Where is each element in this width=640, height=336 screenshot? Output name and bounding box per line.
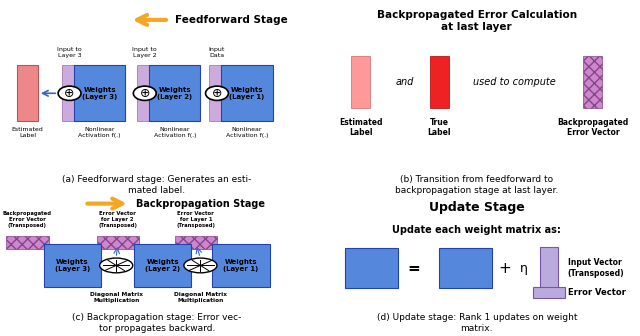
FancyBboxPatch shape (533, 287, 564, 298)
Text: η: η (520, 262, 528, 275)
Text: True
Label: True Label (428, 118, 451, 137)
Text: ⊕: ⊕ (64, 87, 75, 100)
Text: ⊕: ⊕ (140, 87, 150, 100)
FancyBboxPatch shape (221, 65, 273, 122)
Text: Diagonal Matrix
Multiplication: Diagonal Matrix Multiplication (90, 292, 143, 303)
Text: Backpropagated
Error Vector: Backpropagated Error Vector (557, 118, 628, 137)
FancyBboxPatch shape (209, 65, 225, 122)
FancyBboxPatch shape (175, 236, 217, 249)
Text: Update each weight matrix as:: Update each weight matrix as: (392, 225, 561, 235)
Text: Weights
(Layer 2): Weights (Layer 2) (145, 259, 180, 272)
Text: Input Vector
(Transposed): Input Vector (Transposed) (568, 258, 625, 278)
FancyBboxPatch shape (6, 236, 49, 249)
FancyBboxPatch shape (149, 65, 200, 122)
Text: Error Vector
for Layer 1
(Transposed): Error Vector for Layer 1 (Transposed) (177, 211, 216, 228)
Text: Input to
Layer 3: Input to Layer 3 (57, 47, 82, 57)
Text: Input to
Layer 2: Input to Layer 2 (132, 47, 157, 57)
Text: Nonlinear
Activation f(.): Nonlinear Activation f(.) (78, 127, 121, 138)
Text: =: = (408, 261, 420, 276)
FancyBboxPatch shape (137, 65, 152, 122)
Text: Backpropagated Error Calculation
at last layer: Backpropagated Error Calculation at last… (377, 10, 577, 32)
Text: Nonlinear
Activation f(.): Nonlinear Activation f(.) (154, 127, 196, 138)
Circle shape (184, 258, 217, 273)
FancyBboxPatch shape (212, 244, 269, 287)
Text: +: + (499, 261, 511, 276)
FancyBboxPatch shape (345, 248, 398, 288)
Text: Weights
(Layer 1): Weights (Layer 1) (229, 87, 265, 100)
Text: Weights
(Layer 1): Weights (Layer 1) (223, 259, 259, 272)
Text: Backpropagation Stage: Backpropagation Stage (136, 199, 265, 209)
Text: Update Stage: Update Stage (429, 201, 525, 214)
FancyBboxPatch shape (134, 244, 191, 287)
Circle shape (205, 86, 228, 100)
Text: Weights
(Layer 3): Weights (Layer 3) (55, 259, 90, 272)
Circle shape (133, 86, 156, 100)
FancyBboxPatch shape (17, 65, 38, 122)
Text: (d) Update stage: Rank 1 updates on weight
matrix.: (d) Update stage: Rank 1 updates on weig… (376, 313, 577, 333)
Text: Weights
(Layer 2): Weights (Layer 2) (157, 87, 193, 100)
Text: and: and (396, 77, 414, 87)
Text: used to compute: used to compute (473, 77, 556, 87)
Text: Weights
(Layer 3): Weights (Layer 3) (82, 87, 117, 100)
Text: (b) Transition from feedforward to
backpropagation stage at last layer.: (b) Transition from feedforward to backp… (395, 175, 559, 195)
FancyBboxPatch shape (351, 56, 370, 108)
Text: Error Vector: Error Vector (568, 288, 626, 297)
FancyBboxPatch shape (97, 236, 139, 249)
Text: Input
Data: Input Data (209, 47, 225, 57)
Circle shape (100, 258, 132, 273)
Text: Error Vector
for Layer 2
(Transposed): Error Vector for Layer 2 (Transposed) (98, 211, 137, 228)
Text: Nonlinear
Activation f(.): Nonlinear Activation f(.) (226, 127, 268, 138)
FancyBboxPatch shape (74, 65, 125, 122)
Text: Estimated
Label: Estimated Label (339, 118, 383, 137)
FancyBboxPatch shape (44, 244, 101, 287)
Text: Diagonal Matrix
Multiplication: Diagonal Matrix Multiplication (174, 292, 227, 303)
Text: ⊕: ⊕ (212, 87, 222, 100)
FancyBboxPatch shape (540, 247, 558, 290)
Text: Estimated
Label: Estimated Label (12, 127, 44, 138)
FancyBboxPatch shape (430, 56, 449, 108)
Text: (c) Backpropagation stage: Error vec-
tor propagates backward.: (c) Backpropagation stage: Error vec- to… (72, 313, 241, 333)
Text: (a) Feedforward stage: Generates an esti-
mated label.: (a) Feedforward stage: Generates an esti… (62, 175, 252, 195)
FancyBboxPatch shape (62, 65, 77, 122)
FancyBboxPatch shape (584, 56, 602, 108)
Text: Backpropagated
Error Vector
(Transposed): Backpropagated Error Vector (Transposed) (3, 211, 52, 228)
Text: Feedforward Stage: Feedforward Stage (175, 15, 287, 25)
Circle shape (58, 86, 81, 100)
FancyBboxPatch shape (439, 248, 493, 288)
